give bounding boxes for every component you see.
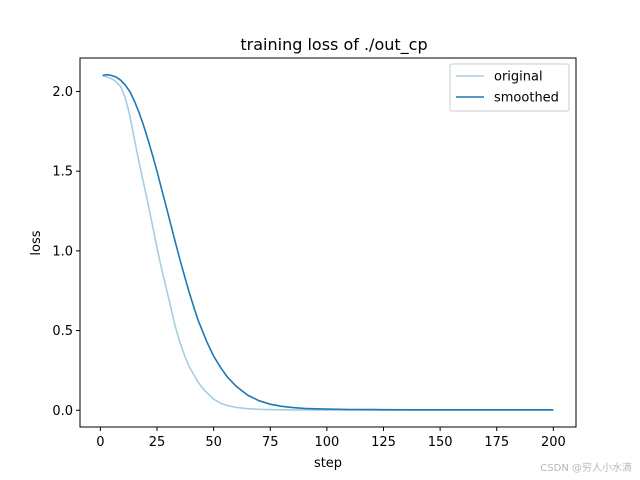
y-axis-label: loss bbox=[29, 230, 44, 255]
chart-title: training loss of ./out_cp bbox=[240, 35, 427, 55]
y-tick-label: 0.5 bbox=[52, 324, 73, 339]
plot-frame bbox=[79, 57, 577, 428]
legend-label-original: original bbox=[494, 70, 543, 85]
x-axis-label: step bbox=[314, 456, 342, 471]
series-line-smoothed bbox=[102, 73, 554, 411]
x-tick-label: 175 bbox=[484, 435, 509, 450]
y-tick-label: 2.0 bbox=[52, 85, 73, 100]
x-tick-label: 25 bbox=[149, 435, 166, 450]
legend: original smoothed bbox=[449, 63, 570, 112]
x-tick-label: 100 bbox=[314, 435, 339, 450]
x-tick-label: 200 bbox=[541, 435, 566, 450]
x-tick-label: 50 bbox=[205, 435, 222, 450]
y-tick-label: 1.0 bbox=[52, 244, 73, 259]
series-layer bbox=[102, 73, 554, 411]
x-tick-label: 0 bbox=[96, 435, 104, 450]
legend-label-smoothed: smoothed bbox=[494, 91, 559, 106]
x-tick-label: 150 bbox=[428, 435, 453, 450]
x-tick-label: 75 bbox=[262, 435, 279, 450]
y-axis: 0.0 0.5 1.0 1.5 2.0 bbox=[52, 85, 80, 419]
series-line-original bbox=[102, 74, 554, 411]
y-tick-label: 0.0 bbox=[52, 404, 73, 419]
watermark: CSDN @穷人小水滴 bbox=[540, 463, 632, 474]
x-tick-label: 125 bbox=[371, 435, 396, 450]
x-axis: 0 25 50 75 100 125 150 175 200 bbox=[96, 427, 566, 450]
y-tick-label: 1.5 bbox=[52, 165, 73, 180]
